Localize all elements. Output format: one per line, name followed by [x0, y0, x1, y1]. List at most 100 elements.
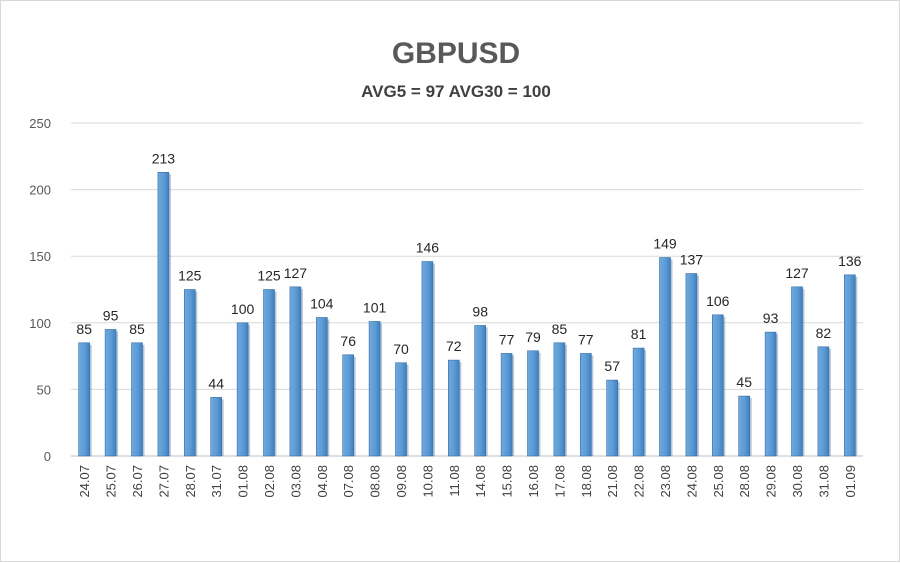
data-label: 125: [257, 268, 281, 284]
data-label: 57: [604, 358, 620, 374]
data-label: 79: [525, 329, 541, 345]
data-label: 213: [152, 150, 176, 166]
bar: [764, 331, 777, 457]
x-tick-label: 29.08: [764, 465, 779, 498]
x-tick-label: 03.08: [288, 465, 303, 498]
bar: [368, 321, 381, 457]
bar: [606, 379, 619, 457]
data-label: 81: [631, 326, 647, 342]
data-label: 93: [763, 310, 779, 326]
x-tick-label: 24.08: [684, 465, 699, 498]
x-tick-label: 28.07: [183, 465, 198, 498]
bar: [632, 347, 645, 457]
data-label: 72: [446, 338, 462, 354]
x-tick-label: 30.08: [790, 465, 805, 498]
data-label: 77: [499, 331, 515, 347]
x-tick-label: 09.08: [394, 465, 409, 498]
data-label: 104: [310, 295, 334, 311]
data-label: 77: [578, 331, 594, 347]
x-tick-label: 26.07: [130, 465, 145, 498]
bar: [342, 354, 355, 457]
bar: [210, 397, 222, 457]
bar: [711, 314, 724, 457]
bar: [315, 317, 328, 457]
x-tick-label: 10.08: [420, 465, 435, 498]
x-tick-label: 02.08: [262, 465, 277, 498]
bar: [843, 274, 856, 457]
x-tick-label: 04.08: [315, 465, 330, 498]
x-tick-label: 17.08: [552, 465, 567, 498]
bar: [474, 325, 487, 457]
bar: [289, 286, 302, 457]
y-tick-label: 200: [29, 183, 51, 198]
x-tick-label: 22.08: [632, 465, 647, 498]
x-tick-label: 31.07: [209, 465, 224, 498]
data-label: 70: [393, 341, 409, 357]
bar: [184, 289, 196, 457]
x-tick-label: 24.07: [77, 465, 92, 498]
data-label: 82: [816, 325, 832, 341]
x-tick-label: 25.08: [711, 465, 726, 498]
data-label: 125: [178, 268, 202, 284]
x-tick-label: 18.08: [579, 465, 594, 498]
bar: [447, 359, 460, 457]
bar: [236, 322, 249, 457]
bar: [104, 329, 117, 457]
x-tick-label: 21.08: [605, 465, 620, 498]
x-tick-label: 01.08: [236, 465, 251, 498]
x-tick-label: 23.08: [658, 465, 673, 498]
bar: [131, 342, 143, 457]
bar: [395, 362, 407, 457]
data-label: 106: [706, 293, 730, 309]
chart-title: GBPUSD: [392, 37, 520, 70]
y-tick-label: 50: [37, 382, 51, 397]
data-label: 98: [472, 303, 488, 319]
y-tick-label: 150: [29, 249, 51, 264]
data-label: 127: [785, 265, 809, 281]
bar: [791, 286, 803, 457]
bar: [685, 273, 698, 457]
bar: [500, 353, 513, 457]
data-label: 149: [653, 236, 677, 252]
x-tick-label: 16.08: [526, 465, 541, 498]
x-tick-label: 08.08: [368, 465, 383, 498]
bar: [263, 289, 275, 457]
y-tick-label: 100: [29, 316, 51, 331]
x-tick-label: 14.08: [473, 465, 488, 498]
x-tick-label: 07.08: [341, 465, 356, 498]
data-label: 85: [552, 321, 568, 337]
x-tick-label: 25.07: [104, 465, 119, 498]
bar: [78, 342, 90, 457]
bars: [78, 171, 858, 457]
data-label: 136: [838, 253, 862, 269]
chart-subtitle: AVG5 = 97 AVG30 = 100: [361, 82, 551, 101]
data-label: 85: [129, 321, 145, 337]
x-tick-label: 27.07: [156, 465, 171, 498]
bar: [527, 350, 539, 457]
x-tick-label: 28.08: [737, 465, 752, 498]
gridlines: [71, 122, 863, 457]
x-tick-label: 31.08: [816, 465, 831, 498]
bar: [817, 346, 830, 457]
data-label: 76: [340, 333, 356, 349]
y-axis-ticks: 0 50 100 150 200 250: [29, 116, 51, 464]
bar: [553, 342, 566, 457]
bar: [157, 171, 170, 457]
y-tick-label: 250: [29, 116, 51, 131]
data-label: 101: [363, 299, 387, 315]
x-tick-label: 01.09: [843, 465, 858, 498]
bar: [421, 261, 434, 457]
bar: [738, 395, 751, 457]
bar: [659, 257, 671, 457]
data-label: 146: [416, 240, 440, 256]
data-label: 95: [103, 307, 119, 323]
data-label: 85: [76, 321, 92, 337]
y-tick-label: 0: [44, 449, 51, 464]
data-label: 137: [680, 252, 704, 268]
bar: [579, 353, 592, 457]
x-tick-label: 11.08: [447, 465, 462, 497]
data-label: 44: [208, 375, 224, 391]
